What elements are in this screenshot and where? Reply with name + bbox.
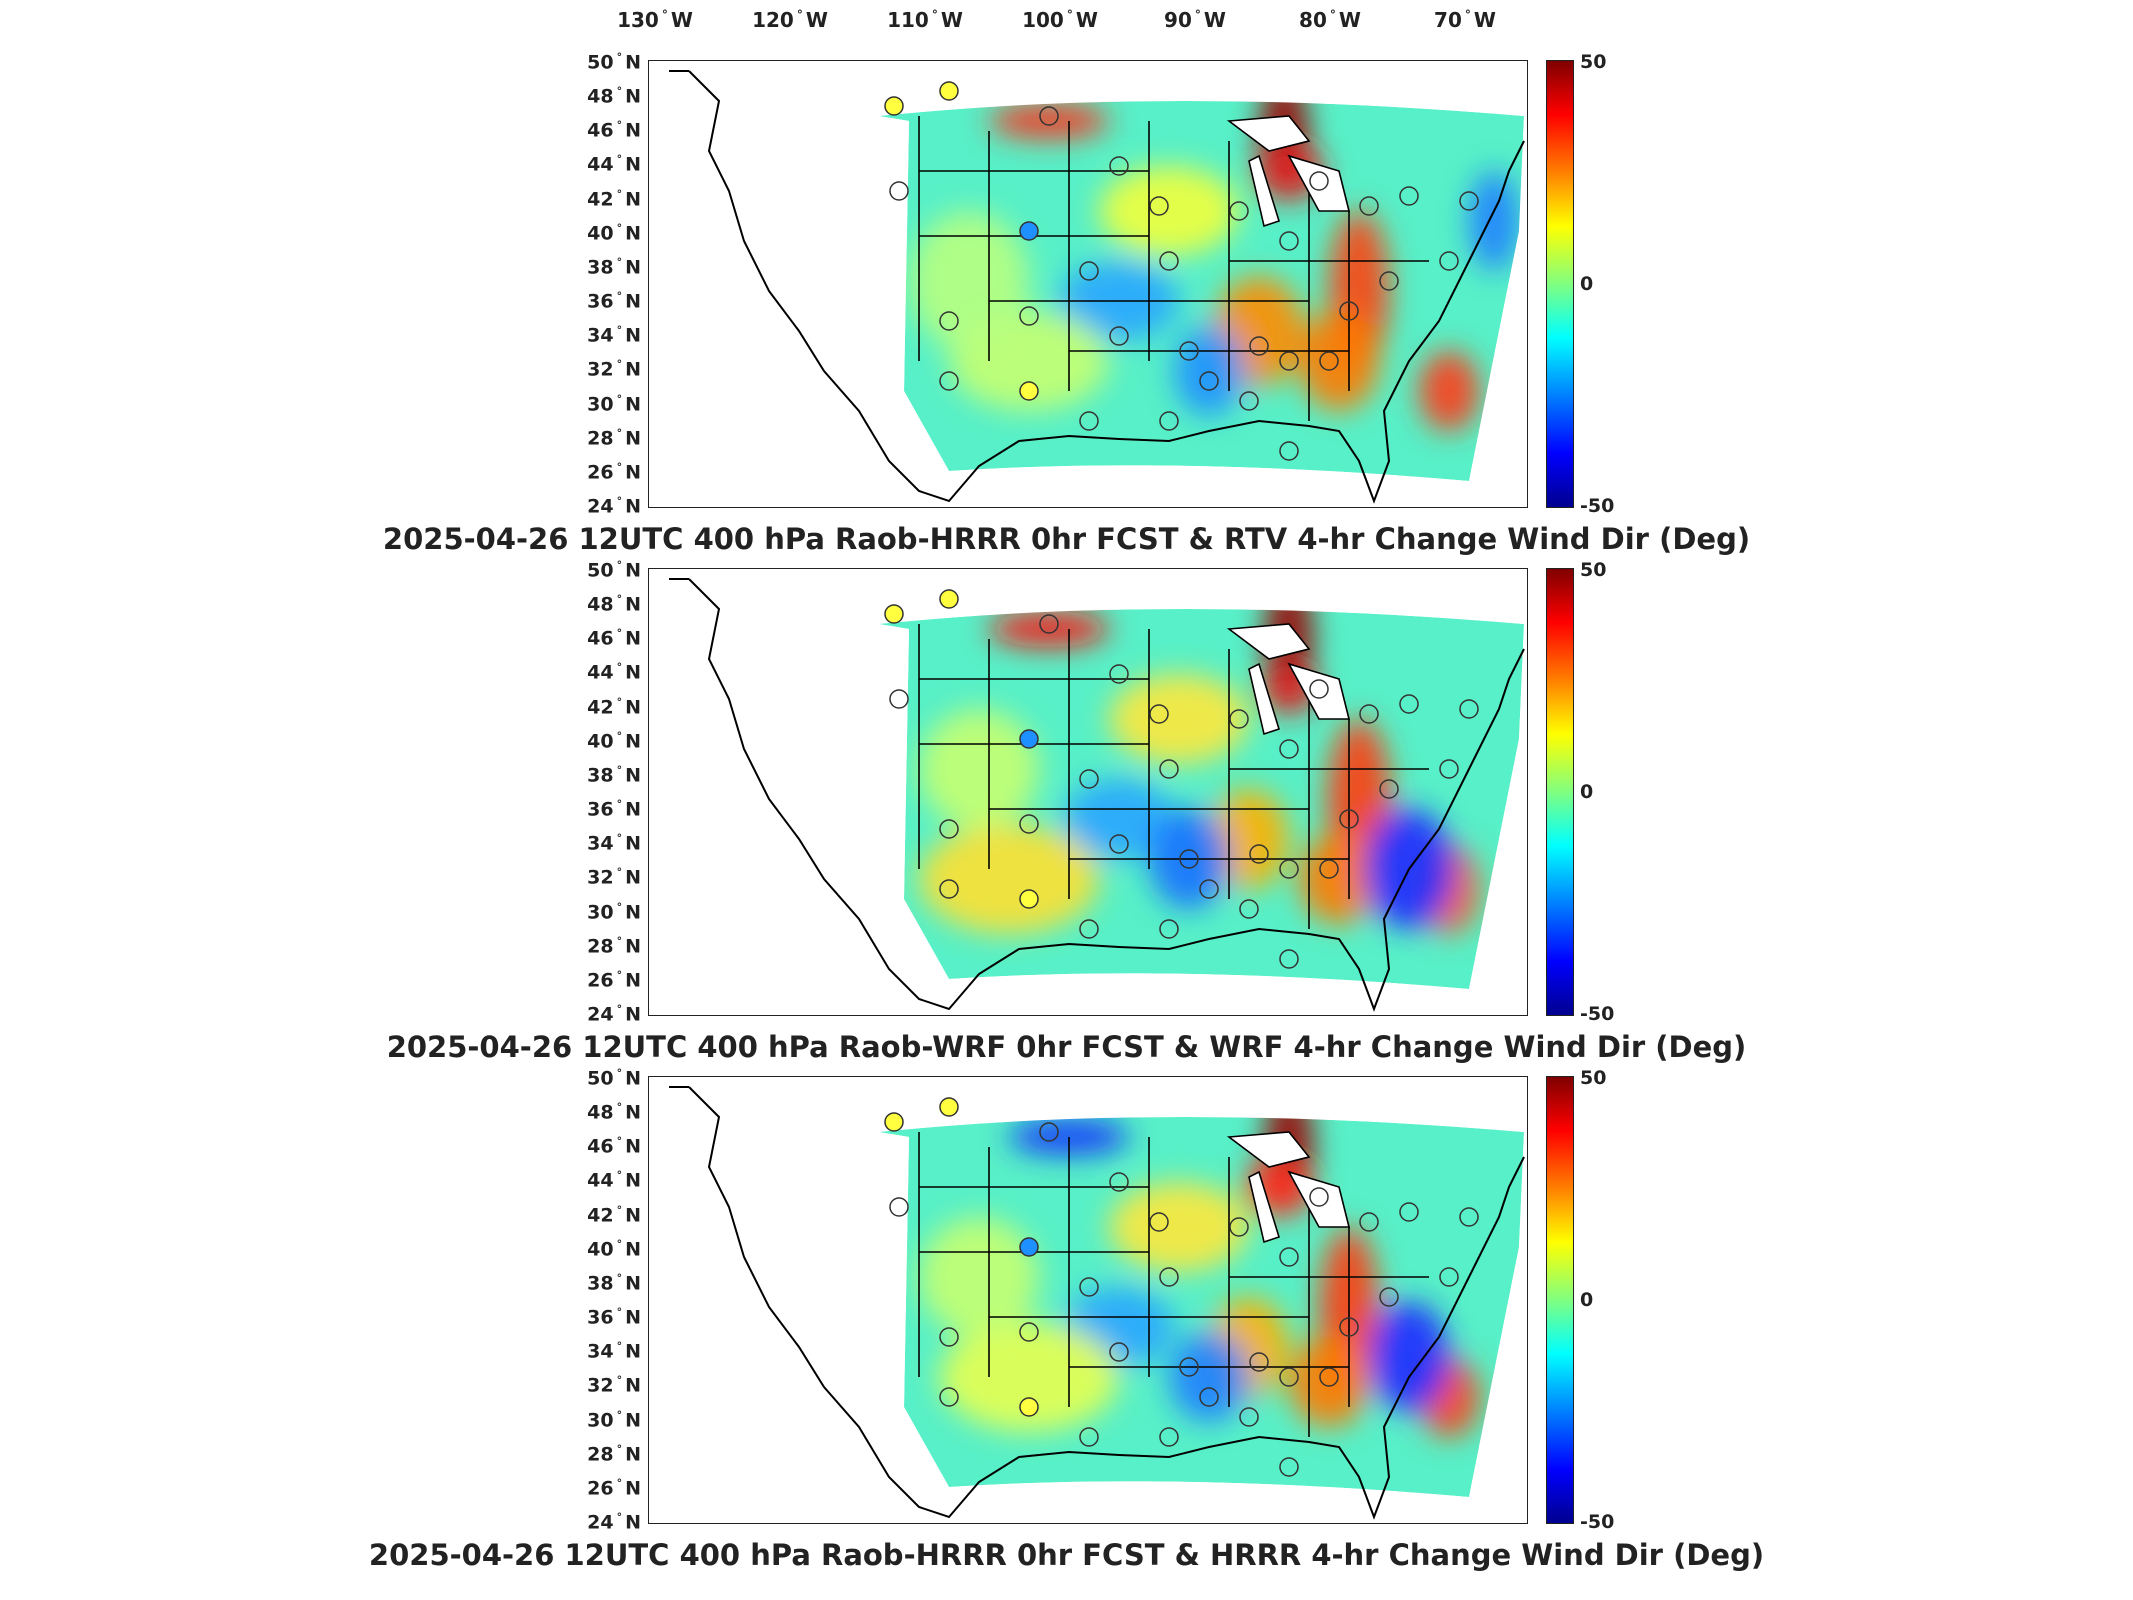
colorbar-min-label: -50 [1580, 1511, 1615, 1533]
field-layer [879, 1117, 1524, 1497]
map-frame[interactable] [648, 60, 1528, 508]
latitude-axis: 50 ° N 48 ° N 46 ° N 44 ° N 42 ° N 40 ° N 38 ° N 36 ° N 34 ° N 32 ° N… [560, 1067, 645, 1534]
lat-label: 38 ° N [587, 255, 641, 279]
lon-label: 100 ° W [1022, 8, 1098, 32]
wind-direction-field [669, 578, 1525, 1012]
lat-label: 38 ° N [587, 763, 641, 787]
map-panel-2: 50 ° N 48 ° N 46 ° N 44 ° N 42 ° N 40 ° N 38 ° N 36 ° N 34 ° N 32 ° N… [0, 559, 2133, 1078]
boundaries [669, 1086, 1525, 1520]
lat-label: 32 ° N [587, 865, 641, 889]
lat-label: 42 ° N [587, 187, 641, 211]
lon-label: 70 ° W [1434, 8, 1496, 32]
lat-label: 34 ° N [587, 831, 641, 855]
lon-label: 130 ° W [617, 8, 693, 32]
lat-label: 28 ° N [587, 426, 641, 450]
lat-label: 46 ° N [587, 1134, 641, 1158]
colorbar-mid-label: 0 [1580, 273, 1594, 295]
lat-label: 34 ° N [587, 1339, 641, 1363]
colorbar [1546, 60, 1574, 508]
lat-label: 50 ° N [587, 50, 641, 74]
lat-label: 24 ° N [587, 1510, 641, 1534]
lat-label: 50 ° N [587, 558, 641, 582]
map-frame[interactable] [648, 1076, 1528, 1524]
colorbar-min-label: -50 [1580, 495, 1615, 517]
lon-label: 110 ° W [887, 8, 963, 32]
raob-stations [884, 1097, 1479, 1477]
lat-label: 46 ° N [587, 626, 641, 650]
map-panel-3: 50 ° N 48 ° N 46 ° N 44 ° N 42 ° N 40 ° N 38 ° N 36 ° N 34 ° N 32 ° N… [0, 1067, 2133, 1586]
colorbar [1546, 1076, 1574, 1524]
colorbar-min-label: -50 [1580, 1003, 1615, 1025]
latitude-axis: 50 ° N 48 ° N 46 ° N 44 ° N 42 ° N 40 ° N 38 ° N 36 ° N 34 ° N 32 ° N… [560, 559, 645, 1026]
lat-label: 30 ° N [587, 900, 641, 924]
wind-direction-field [669, 1086, 1525, 1520]
lat-label: 26 ° N [587, 968, 641, 992]
lat-label: 28 ° N [587, 1442, 641, 1466]
colorbar-max-label: 50 [1580, 51, 1607, 73]
boundaries [669, 70, 1525, 504]
panel-title: 2025-04-26 12UTC 400 hPa Raob-WRF 0hr FC… [386, 1030, 1747, 1064]
map-panel-1: 50 ° N 48 ° N 46 ° N 44 ° N 42 ° N 40 ° N 38 ° N 36 ° N 34 ° N 32 ° N… [0, 51, 2133, 570]
latitude-axis: 50 ° N 48 ° N 46 ° N 44 ° N 42 ° N 40 ° N 38 ° N 36 ° N 34 ° N 32 ° N… [560, 51, 645, 518]
lat-label: 46 ° N [587, 118, 641, 142]
lat-label: 24 ° N [587, 494, 641, 518]
boundaries [669, 578, 1525, 1012]
lat-label: 30 ° N [587, 392, 641, 416]
lat-label: 26 ° N [587, 460, 641, 484]
lat-label: 40 ° N [587, 221, 641, 245]
lon-label: 120 ° W [752, 8, 828, 32]
panel-title: 2025-04-26 12UTC 400 hPa Raob-HRRR 0hr F… [382, 522, 1751, 556]
lat-label: 36 ° N [587, 797, 641, 821]
lat-label: 38 ° N [587, 1271, 641, 1295]
raob-stations [884, 81, 1479, 461]
field-layer [879, 609, 1524, 989]
colorbar-max-label: 50 [1580, 559, 1607, 581]
lat-label: 42 ° N [587, 1203, 641, 1227]
colorbar-mid-label: 0 [1580, 1289, 1594, 1311]
lat-label: 44 ° N [587, 660, 641, 684]
lon-label: 80 ° W [1299, 8, 1361, 32]
lat-label: 36 ° N [587, 289, 641, 313]
lat-label: 40 ° N [587, 729, 641, 753]
lat-label: 42 ° N [587, 695, 641, 719]
lat-label: 30 ° N [587, 1408, 641, 1432]
lat-label: 28 ° N [587, 934, 641, 958]
lat-label: 26 ° N [587, 1476, 641, 1500]
map-frame[interactable] [648, 568, 1528, 1016]
lat-label: 44 ° N [587, 1168, 641, 1192]
wind-direction-field [669, 70, 1525, 504]
colorbar-mid-label: 0 [1580, 781, 1594, 803]
lat-label: 32 ° N [587, 357, 641, 381]
lat-label: 48 ° N [587, 592, 641, 616]
lat-label: 48 ° N [587, 1100, 641, 1124]
longitude-axis: 130 ° W 120 ° W 110 ° W 100 ° W 90 ° W 80 ° W 70 ° W [0, 0, 2133, 40]
lat-label: 32 ° N [587, 1373, 641, 1397]
colorbar [1546, 568, 1574, 1016]
panel-title: 2025-04-26 12UTC 400 hPa Raob-HRRR 0hr F… [368, 1538, 1765, 1572]
field-layer [879, 101, 1524, 481]
raob-stations [884, 589, 1479, 969]
lat-label: 40 ° N [587, 1237, 641, 1261]
lat-label: 48 ° N [587, 84, 641, 108]
lat-label: 24 ° N [587, 1002, 641, 1026]
colorbar-max-label: 50 [1580, 1067, 1607, 1089]
lat-label: 44 ° N [587, 152, 641, 176]
lat-label: 36 ° N [587, 1305, 641, 1329]
lat-label: 34 ° N [587, 323, 641, 347]
lon-label: 90 ° W [1164, 8, 1226, 32]
lat-label: 50 ° N [587, 1066, 641, 1090]
